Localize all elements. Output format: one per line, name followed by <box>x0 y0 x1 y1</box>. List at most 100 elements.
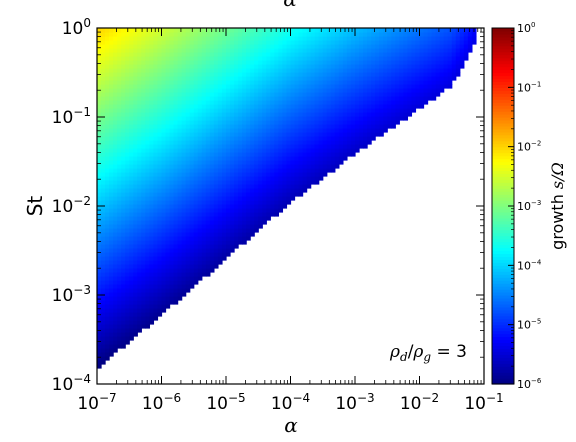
heatmap-cell <box>419 36 425 41</box>
heatmap-cell <box>105 316 110 321</box>
heatmap-cell <box>165 64 171 69</box>
heatmap-cell <box>262 40 267 45</box>
heatmap-cell <box>177 160 183 165</box>
heatmap-cell <box>270 76 275 81</box>
heatmap-cell <box>197 180 203 185</box>
heatmap-cell <box>298 84 304 89</box>
heatmap-cell <box>125 340 130 345</box>
heatmap-cell <box>165 76 171 81</box>
heatmap-cell <box>117 276 122 281</box>
heatmap-cell <box>359 40 364 45</box>
heatmap-cell <box>205 192 211 197</box>
heatmap-cell <box>226 168 231 173</box>
heatmap-cell <box>415 80 421 85</box>
heatmap-cell <box>137 276 142 281</box>
heatmap-cell <box>242 84 247 89</box>
heatmap-cell <box>97 296 102 301</box>
heatmap-cell <box>117 108 122 113</box>
heatmap-cell <box>431 48 437 53</box>
heatmap-cell <box>113 340 118 345</box>
heatmap-cell <box>258 68 263 73</box>
heatmap-cell <box>121 144 126 149</box>
heatmap-cell <box>274 196 280 201</box>
heatmap-cell <box>342 148 348 153</box>
heatmap-cell <box>137 320 142 325</box>
heatmap-cell <box>274 212 280 217</box>
heatmap-cell <box>205 116 211 121</box>
heatmap-cell <box>294 172 300 177</box>
heatmap-cell <box>338 92 344 97</box>
heatmap-cell <box>205 36 211 41</box>
heatmap-cell <box>189 264 195 269</box>
heatmap-cell <box>431 96 437 101</box>
heatmap-cell <box>363 56 368 61</box>
heatmap-cell <box>133 276 138 281</box>
heatmap-cell <box>205 148 211 153</box>
heatmap-cell <box>427 44 433 49</box>
heatmap-cell <box>193 48 199 53</box>
heatmap-cell <box>149 184 155 189</box>
heatmap-cell <box>330 140 336 145</box>
heatmap-cell <box>189 148 195 153</box>
heatmap-cell <box>189 64 195 69</box>
heatmap-cell <box>375 96 380 101</box>
heatmap-cell <box>105 284 110 289</box>
heatmap-cell <box>407 52 413 57</box>
heatmap-cell <box>109 216 114 221</box>
heatmap-cell <box>169 156 175 161</box>
heatmap-cell <box>262 36 267 41</box>
heatmap-cell <box>165 128 171 133</box>
heatmap-cell <box>246 164 251 169</box>
heatmap-cell <box>363 92 368 97</box>
heatmap-cell <box>129 172 134 177</box>
heatmap-cell <box>129 280 134 285</box>
heatmap-cell <box>117 68 122 73</box>
heatmap-cell <box>334 96 340 101</box>
heatmap-cell <box>262 80 267 85</box>
heatmap-cell <box>105 88 110 93</box>
heatmap-cell <box>109 72 114 77</box>
heatmap-cell <box>387 64 392 69</box>
heatmap-cell <box>217 88 223 93</box>
heatmap-cell <box>326 76 332 81</box>
heatmap-cell <box>177 112 183 117</box>
heatmap-cell <box>157 144 163 149</box>
heatmap-cell <box>217 156 223 161</box>
heatmap-cell <box>274 100 280 105</box>
heatmap-cell <box>262 148 267 153</box>
heatmap-cell <box>141 208 146 213</box>
heatmap-cell <box>205 252 211 257</box>
heatmap-cell <box>238 84 243 89</box>
y-axis-label: St <box>23 196 47 217</box>
heatmap-cell <box>262 196 267 201</box>
heatmap-cell <box>217 76 223 81</box>
heatmap-cell <box>262 120 267 125</box>
heatmap-cell <box>205 124 211 129</box>
heatmap-cell <box>427 60 433 65</box>
heatmap-cell <box>226 28 231 33</box>
heatmap-cell <box>298 100 304 105</box>
heatmap-cell <box>205 52 211 57</box>
heatmap-cell <box>246 140 251 145</box>
heatmap-cell <box>161 256 167 261</box>
heatmap-cell <box>133 92 138 97</box>
heatmap-cell <box>350 60 356 65</box>
heatmap-cell <box>153 256 159 261</box>
heatmap-cell <box>391 48 396 53</box>
heatmap-cell <box>359 84 364 89</box>
heatmap-cell <box>423 64 429 69</box>
heatmap-cell <box>230 108 235 113</box>
colorbar-segment <box>492 158 514 163</box>
heatmap-cell <box>342 112 348 117</box>
heatmap-cell <box>197 136 203 141</box>
heatmap-cell <box>105 164 110 169</box>
heatmap-cell <box>290 52 296 57</box>
heatmap-cell <box>250 32 255 37</box>
heatmap-cell <box>419 80 425 85</box>
colorbar-tick-label: 10−2 <box>517 140 541 154</box>
heatmap-cell <box>201 256 207 261</box>
heatmap-cell <box>117 228 122 233</box>
heatmap-cell <box>197 80 203 85</box>
heatmap-cell <box>270 84 275 89</box>
heatmap-cell <box>165 176 171 181</box>
